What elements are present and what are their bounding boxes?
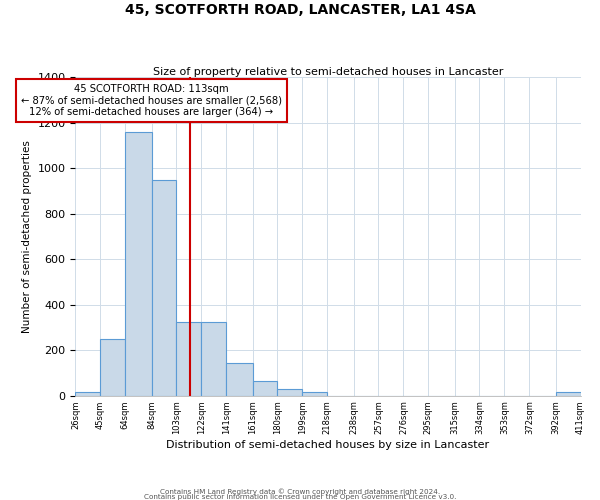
Text: 45, SCOTFORTH ROAD, LANCASTER, LA1 4SA: 45, SCOTFORTH ROAD, LANCASTER, LA1 4SA: [125, 2, 475, 16]
Text: 45 SCOTFORTH ROAD: 113sqm
← 87% of semi-detached houses are smaller (2,568)
12% : 45 SCOTFORTH ROAD: 113sqm ← 87% of semi-…: [21, 84, 282, 117]
X-axis label: Distribution of semi-detached houses by size in Lancaster: Distribution of semi-detached houses by …: [166, 440, 490, 450]
Text: Contains HM Land Registry data © Crown copyright and database right 2024.: Contains HM Land Registry data © Crown c…: [160, 488, 440, 495]
Bar: [302, 392, 328, 396]
Bar: [556, 392, 581, 396]
Bar: [100, 339, 125, 396]
Title: Size of property relative to semi-detached houses in Lancaster: Size of property relative to semi-detach…: [153, 66, 503, 76]
Bar: [176, 322, 202, 396]
Text: Contains public sector information licensed under the Open Government Licence v3: Contains public sector information licen…: [144, 494, 456, 500]
Bar: [253, 381, 277, 396]
Bar: [152, 180, 176, 396]
Bar: [277, 389, 302, 396]
Bar: [202, 322, 226, 396]
Bar: [125, 132, 152, 396]
Bar: [226, 362, 253, 396]
Y-axis label: Number of semi-detached properties: Number of semi-detached properties: [22, 140, 32, 333]
Bar: [76, 392, 100, 396]
